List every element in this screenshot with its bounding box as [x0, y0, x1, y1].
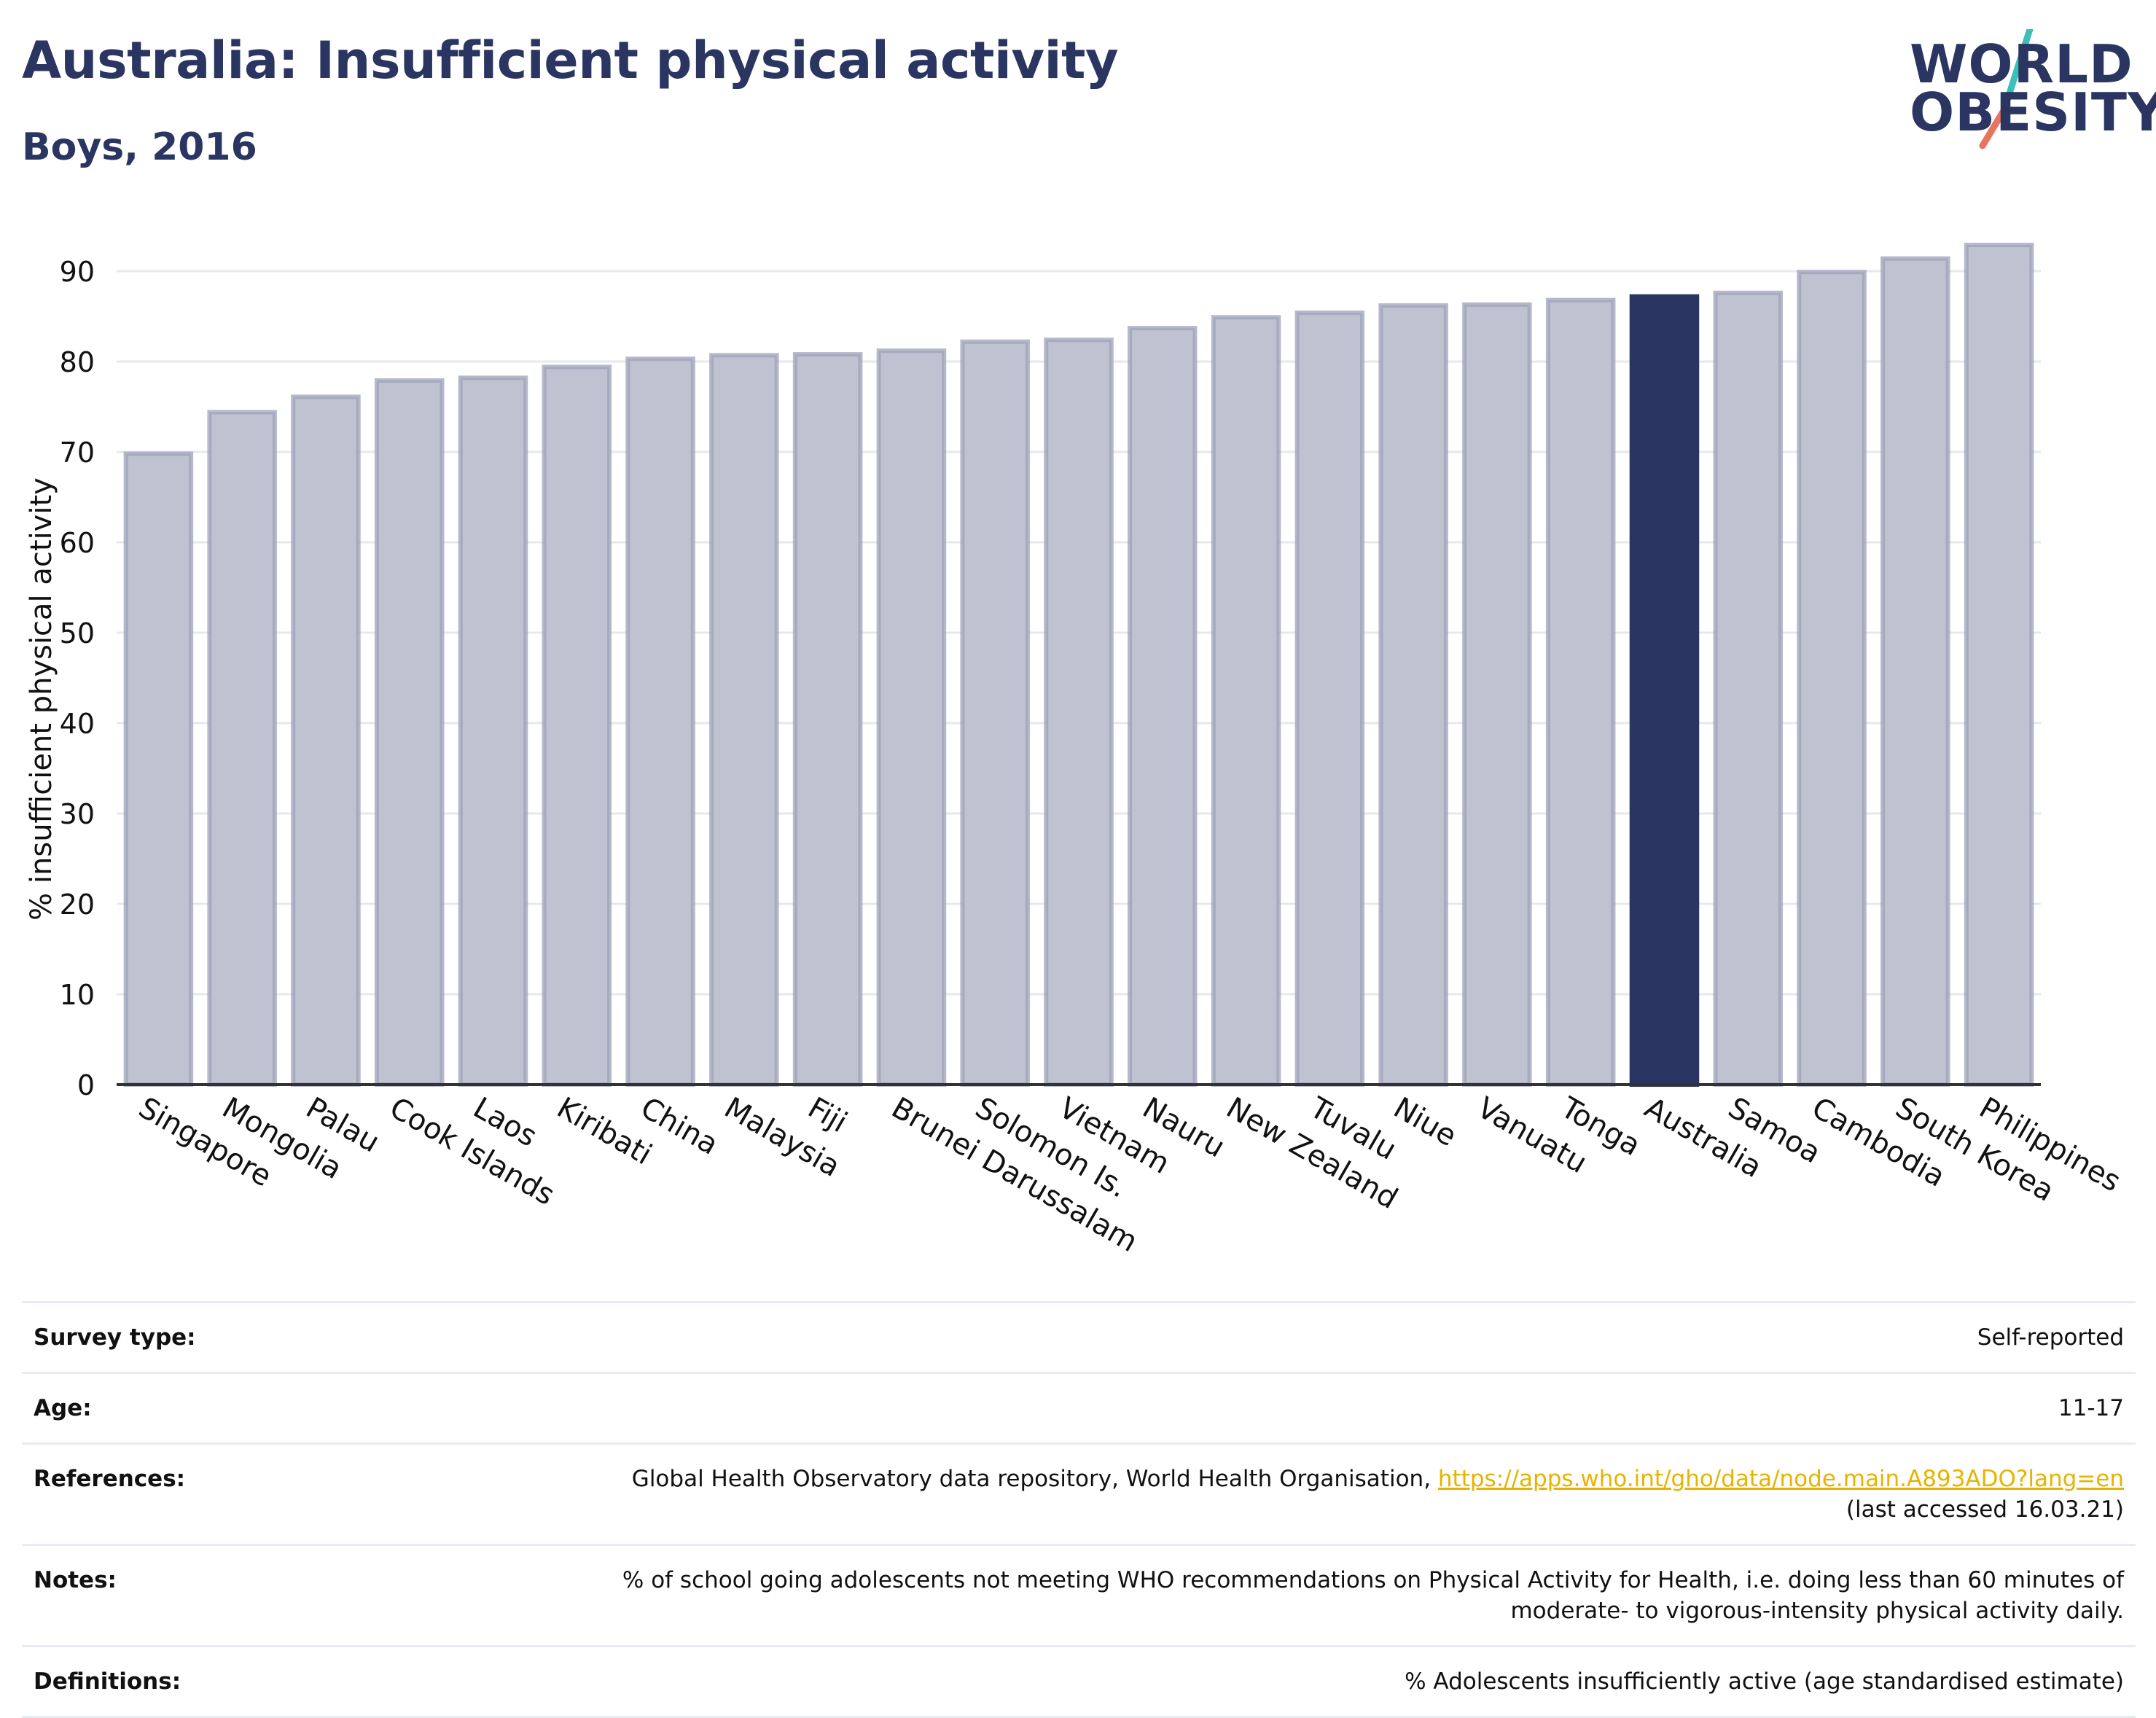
bar-new-zealand: [1211, 315, 1281, 1088]
info-value: Self-reported: [1977, 1324, 2124, 1351]
chart-title: Australia: Insufficient physical activit…: [22, 31, 1119, 90]
y-axis-label: % insufficient physical activity: [25, 477, 58, 921]
info-row-survey-type: Survey type: Self-reported: [22, 1301, 2136, 1372]
info-label: Age:: [34, 1395, 92, 1421]
bar-kiribati: [542, 364, 612, 1087]
y-tick-label: 80: [60, 346, 95, 378]
info-row-notes: Notes: % of school going adolescents not…: [22, 1544, 2136, 1645]
bar-chart: 0 10 20 30 40 50 60 70 80 90 SingaporeMongoliaPal…: [25, 243, 2126, 1259]
info-label: Notes:: [34, 1567, 117, 1593]
bar-palau: [291, 394, 361, 1087]
bar-fiji: [792, 352, 863, 1087]
info-value: % of school going adolescents not meetin…: [622, 1565, 2124, 1626]
bar-mongolia: [207, 410, 277, 1087]
y-tick-label: 70: [60, 437, 95, 469]
info-value: 11-17: [2058, 1395, 2124, 1421]
bar-laos: [458, 375, 528, 1087]
info-label: References:: [34, 1466, 186, 1492]
bar-tuvalu: [1294, 311, 1365, 1087]
y-tick-labels: 0 10 20 30 40 50 60 70 80 90: [60, 256, 95, 1101]
x-tick-label: Niue: [1388, 1091, 1462, 1153]
logo-word-world: WORLD: [1910, 34, 2133, 95]
x-tick-label: Cook Islands: [384, 1091, 561, 1212]
bar-cambodia: [1797, 270, 1867, 1088]
bar-philippines: [1964, 243, 2034, 1087]
bar-china: [625, 356, 695, 1087]
bar-singapore: [123, 451, 194, 1088]
reference-link[interactable]: https://apps.who.int/gho/data/node.main.…: [1437, 1466, 2124, 1492]
logo-slash-icon: [1979, 29, 2034, 149]
notes-text-line1: % of school going adolescents not meetin…: [622, 1567, 2124, 1593]
bar-australia: [1629, 294, 1700, 1088]
y-tick-label: 50: [60, 617, 95, 649]
y-tick-label: 10: [60, 979, 95, 1011]
info-label: Definitions:: [34, 1668, 181, 1695]
bar-solomon-is-: [960, 339, 1030, 1088]
y-tick-label: 30: [60, 798, 95, 830]
info-row-references: References: Global Health Observatory da…: [22, 1442, 2136, 1544]
x-tick-label: Kiribati: [551, 1091, 657, 1172]
world-obesity-logo: WORLD OBESITY: [1895, 29, 2156, 153]
bar-nauru: [1128, 326, 1198, 1087]
y-tick-label: 60: [60, 527, 95, 559]
bar-tonga: [1545, 297, 1616, 1087]
info-value: Global Health Observatory data repositor…: [632, 1464, 2124, 1525]
reference-text: Global Health Observatory data repositor…: [631, 1466, 1438, 1492]
y-tick-label: 0: [77, 1069, 95, 1101]
bar-vietnam: [1044, 337, 1114, 1088]
bar-cook-islands: [374, 378, 445, 1088]
bar-vanuatu: [1462, 302, 1532, 1087]
bar-niue: [1378, 303, 1448, 1087]
bar-south-korea: [1880, 256, 1950, 1087]
notes-text-line2: moderate- to vigorous-intensity physical…: [1510, 1598, 2124, 1624]
info-row-age: Age: 11-17: [22, 1372, 2136, 1442]
y-tick-label: 20: [60, 889, 95, 921]
x-tick-label: Fiji: [802, 1091, 853, 1140]
bars: [123, 243, 2034, 1088]
chart-subtitle: Boys, 2016: [22, 125, 257, 169]
y-tick-label: 90: [60, 256, 95, 288]
info-value: % Adolescents insufficiently active (age…: [1405, 1668, 2124, 1695]
logo-word-obesity: OBESITY: [1910, 82, 2156, 143]
info-table: Survey type: Self-reported Age: 11-17 Re…: [22, 1301, 2136, 1718]
bar-malaysia: [709, 353, 779, 1087]
info-label: Survey type:: [34, 1324, 196, 1351]
bar-brunei-darussalam: [876, 348, 947, 1087]
reference-accessed: (last accessed 16.03.21): [1846, 1496, 2124, 1523]
info-row-definitions: Definitions: % Adolescents insufficientl…: [22, 1645, 2136, 1718]
bar-samoa: [1713, 290, 1784, 1087]
y-tick-label: 40: [60, 708, 95, 740]
